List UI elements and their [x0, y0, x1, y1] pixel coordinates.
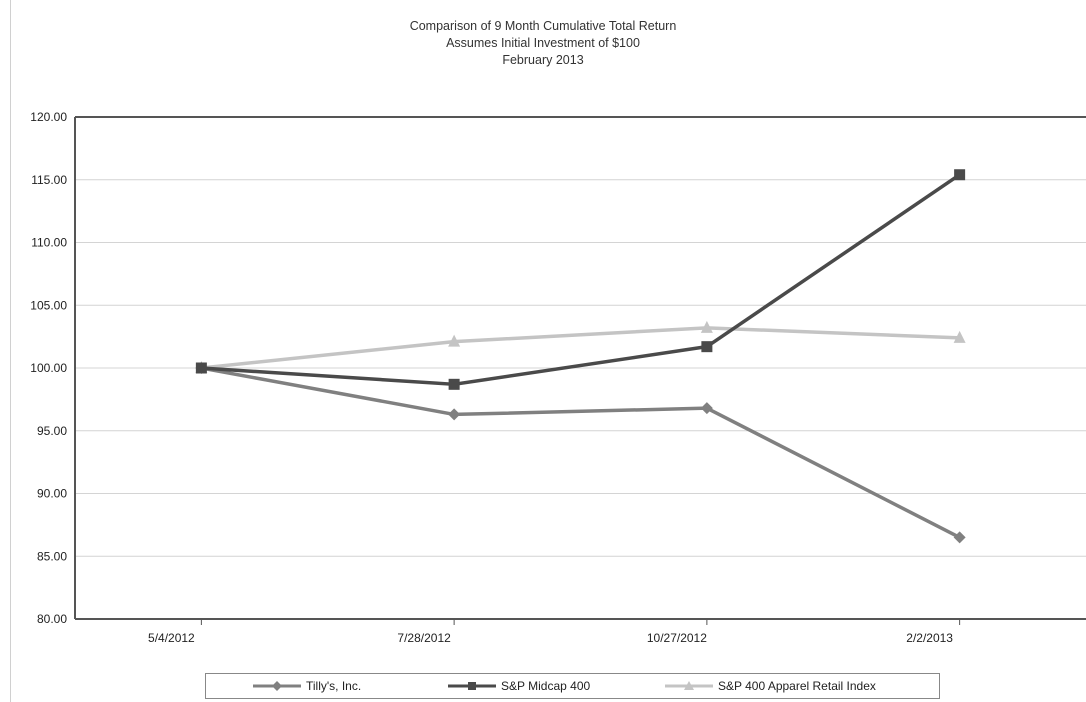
series-line-0: [201, 366, 961, 539]
series-1-point-3: [954, 169, 966, 181]
series-0-point-2: [700, 402, 713, 415]
series-1-point-0: [195, 362, 207, 374]
y-tick-label-120.00: 120.00: [30, 110, 67, 124]
series-line-1: [201, 173, 961, 387]
series-1-point-1: [448, 378, 460, 390]
y-tick-label-80.00: 80.00: [37, 612, 67, 626]
y-tick-label-100.00: 100.00: [30, 361, 67, 375]
chart-legend: Tilly's, Inc. S&P Midcap 400 S&P 400 App…: [205, 673, 940, 699]
y-tick-label-115.00: 115.00: [31, 173, 67, 187]
legend-label-tillys: Tilly's, Inc.: [306, 679, 362, 693]
chart-subtitle-2: February 2013: [502, 53, 584, 67]
y-tick-label-95.00: 95.00: [37, 424, 67, 438]
chart-titles: Comparison of 9 Month Cumulative Total R…: [0, 18, 1086, 69]
page-frame-left: [10, 0, 11, 702]
series-2-point-2: [700, 320, 713, 333]
legend-swatch-tillys: [253, 681, 301, 691]
chart-title: Comparison of 9 Month Cumulative Total R…: [409, 19, 677, 33]
legend-label-sp-apparel: S&P 400 Apparel Retail Index: [718, 679, 876, 693]
y-tick-label-90.00: 90.00: [37, 487, 67, 501]
series-1-point-2: [701, 341, 713, 353]
legend-item-sp-midcap: S&P Midcap 400: [447, 678, 590, 694]
legend-item-tillys: Tilly's, Inc.: [252, 678, 361, 694]
x-tick-label-0: 5/4/2012: [148, 631, 195, 645]
legend-item-sp-apparel: S&P 400 Apparel Retail Index: [664, 678, 876, 694]
series-2-point-1: [448, 334, 461, 347]
legend-swatch-sp-midcap: [448, 682, 496, 690]
x-tick-label-1: 7/28/2012: [397, 631, 451, 645]
x-tick-label-2: 10/27/2012: [647, 631, 707, 645]
chart-subtitle: Assumes Initial Investment of $100: [446, 36, 640, 50]
legend-label-sp-midcap: S&P Midcap 400: [501, 679, 591, 693]
y-tick-label-105.00: 105.00: [30, 298, 67, 312]
series-0-point-3: [953, 531, 966, 544]
series-line-2: [201, 326, 960, 370]
series-2-point-3: [953, 330, 966, 343]
x-tick-label-3: 2/2/2013: [906, 631, 953, 645]
y-tick-label-85.00: 85.00: [37, 549, 67, 563]
y-tick-label-110.00: 110.00: [31, 236, 67, 250]
legend-swatch-sp-apparel: [665, 681, 713, 690]
series-0-point-1: [448, 408, 461, 421]
